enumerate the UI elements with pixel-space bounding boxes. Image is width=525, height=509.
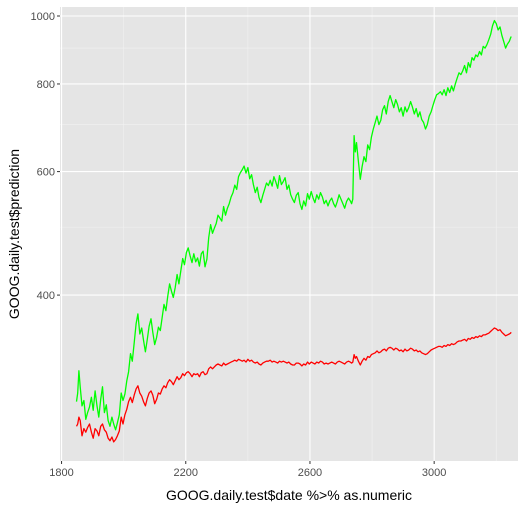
plot-panel	[60, 7, 518, 461]
y-tick-label: 1000	[31, 11, 55, 23]
x-axis-title: GOOG.daily.test$date %>% as.numeric	[166, 487, 412, 503]
y-axis-title: GOOG.daily.test$prediction	[6, 149, 22, 319]
minor-gridlines	[60, 7, 518, 461]
major-gridlines	[60, 7, 518, 461]
series-line-1	[75, 19, 512, 431]
x-axis: 1800 2200 2600 3000	[49, 461, 446, 479]
x-tick-label: 1800	[49, 467, 73, 479]
y-tick-label: 400	[37, 290, 55, 302]
series-layer	[75, 19, 512, 443]
y-tick-label: 600	[37, 167, 55, 179]
x-tick-label: 3000	[422, 467, 446, 479]
y-axis: 400 600 800 1000	[31, 11, 60, 302]
x-tick-label: 2600	[298, 467, 322, 479]
series-line-2	[75, 327, 512, 443]
x-tick-label: 2200	[174, 467, 198, 479]
y-tick-label: 800	[37, 79, 55, 91]
